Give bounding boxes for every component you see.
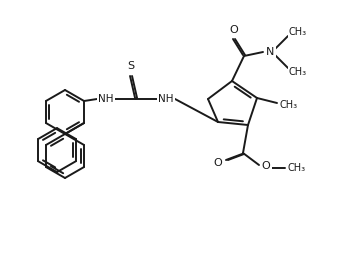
Text: S: S bbox=[127, 61, 135, 71]
Text: O: O bbox=[262, 161, 271, 171]
Text: NH: NH bbox=[158, 94, 174, 104]
Text: NH: NH bbox=[98, 94, 114, 104]
Text: O: O bbox=[214, 158, 222, 168]
Text: CH₃: CH₃ bbox=[289, 67, 307, 77]
Text: CH₃: CH₃ bbox=[289, 27, 307, 37]
Text: N: N bbox=[266, 47, 274, 57]
Text: CH₃: CH₃ bbox=[288, 163, 306, 173]
Text: O: O bbox=[230, 25, 238, 35]
Text: CH₃: CH₃ bbox=[280, 100, 298, 110]
